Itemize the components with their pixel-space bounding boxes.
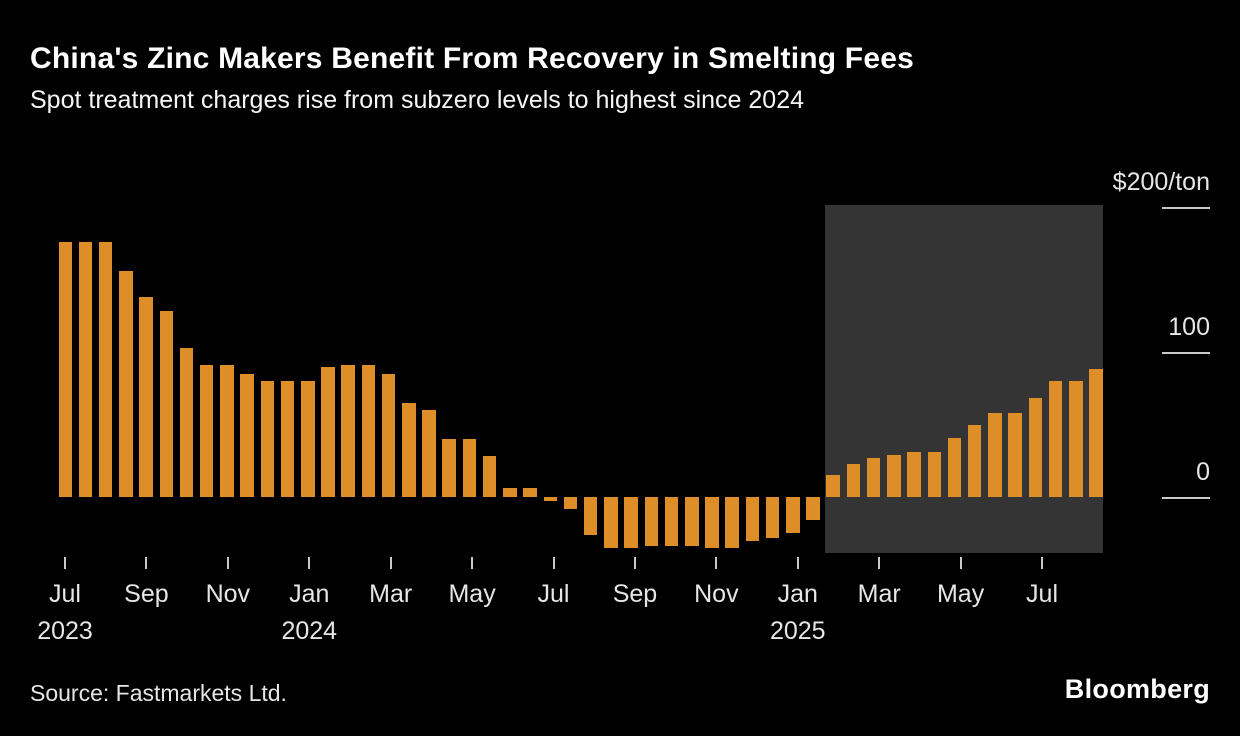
- bar-2024-07-01: [543, 497, 558, 502]
- x-axis-month-label-4: Mar: [369, 580, 413, 608]
- bloomberg-logo: Bloomberg: [1064, 674, 1210, 704]
- x-axis-month-label-9: Jan: [777, 580, 818, 608]
- x-axis-month-label-6: Jul: [537, 580, 570, 608]
- bar-2023-09-16: [159, 311, 174, 497]
- x-axis-tick-0: [64, 557, 66, 569]
- x-axis-tick-9: [796, 557, 799, 569]
- x-axis-tick-7: [633, 557, 636, 569]
- bar-2024-06-01: [503, 488, 517, 497]
- y-axis-tick-0: [1162, 497, 1210, 499]
- bar-2023-12-01: [260, 381, 275, 497]
- x-axis-tick-8: [715, 557, 718, 569]
- x-axis-tick-11: [959, 557, 962, 569]
- x-axis-tick-1: [145, 557, 148, 569]
- bar-2025-02-01: [826, 475, 840, 497]
- bar-2024-12-01: [745, 497, 760, 541]
- x-axis-month-label-2: Nov: [205, 580, 251, 608]
- x-axis-month-label-7: Sep: [612, 580, 658, 608]
- bar-2024-05-01: [462, 439, 477, 497]
- chart-subtitle: Spot treatment charges rise from subzero…: [30, 86, 805, 114]
- bar-2023-11-16: [240, 373, 254, 497]
- bar-2023-12-16: [280, 381, 295, 497]
- bar-2025-08-16: [1089, 369, 1103, 497]
- bar-2024-09-01: [624, 497, 638, 548]
- x-axis-tick-10: [878, 557, 881, 569]
- bar-2023-07-16: [78, 241, 93, 497]
- bar-2024-11-16: [725, 497, 739, 548]
- y-axis-label-100: 100: [1168, 313, 1210, 341]
- bar-2024-01-01: [301, 381, 315, 497]
- bar-2024-08-01: [583, 497, 598, 535]
- bar-2025-05-16: [967, 424, 982, 497]
- x-axis-month-label-11: May: [936, 580, 985, 608]
- source-note: Source: Fastmarkets Ltd.: [30, 680, 287, 706]
- x-axis-tick-2: [226, 557, 229, 569]
- bar-2025-03-16: [887, 454, 901, 497]
- y-axis-label-200: $200/ton: [1112, 168, 1210, 196]
- bar-2025-04-01: [907, 452, 921, 497]
- x-axis-month-label-8: Nov: [694, 580, 739, 608]
- bar-2023-08-01: [98, 241, 113, 497]
- bar-2025-08-01: [1069, 381, 1083, 497]
- y-axis-tick-100: [1162, 352, 1210, 354]
- x-axis-year-label-2025: 2025: [769, 617, 826, 645]
- x-axis-tick-3: [308, 557, 311, 569]
- highlight-region-2025: [824, 205, 1104, 553]
- bar-2025-06-16: [1008, 412, 1022, 497]
- bar-2025-07-01: [1028, 398, 1043, 497]
- bar-2024-02-16: [361, 365, 376, 497]
- bar-2024-10-01: [664, 497, 679, 547]
- bar-2024-01-16: [321, 366, 335, 497]
- bar-2024-11-01: [705, 497, 719, 548]
- bar-2024-05-16: [482, 456, 497, 497]
- x-axis-year-label-2024: 2024: [281, 617, 338, 645]
- page-title: China's Zinc Makers Benefit From Recover…: [30, 42, 914, 75]
- bar-2023-09-01: [139, 296, 153, 497]
- x-axis-tick-4: [389, 557, 392, 569]
- x-axis-year-label-2023: 2023: [37, 617, 93, 645]
- bar-2024-12-16: [765, 497, 780, 538]
- x-axis-tick-12: [1041, 557, 1044, 569]
- bar-2025-06-01: [988, 412, 1002, 497]
- bar-2025-02-16: [846, 463, 861, 497]
- x-axis-month-label-10: Mar: [857, 580, 901, 608]
- bar-2024-06-16: [523, 488, 537, 497]
- bar-2023-07-01: [58, 241, 72, 497]
- bar-2024-07-16: [563, 497, 578, 509]
- x-axis-month-label-3: Jan: [289, 580, 330, 608]
- bar-2024-02-01: [341, 365, 355, 497]
- bar-2024-09-16: [644, 497, 659, 547]
- bar-2023-11-01: [220, 365, 234, 497]
- bar-2025-05-01: [947, 437, 962, 497]
- bar-2025-03-01: [866, 457, 881, 497]
- x-axis-month-label-12: Jul: [1026, 580, 1059, 608]
- bar-2024-08-16: [604, 497, 618, 548]
- bar-2024-03-16: [402, 402, 416, 497]
- x-axis-month-label-5: May: [448, 580, 496, 608]
- bar-2025-04-16: [927, 452, 942, 497]
- x-axis-tick-6: [552, 557, 555, 569]
- bar-2025-01-16: [806, 497, 820, 521]
- x-axis-month-label-1: Sep: [124, 580, 169, 608]
- bar-2024-10-16: [685, 497, 699, 547]
- y-axis-label-0: 0: [1196, 458, 1210, 486]
- bar-2024-04-01: [422, 410, 436, 497]
- bar-2023-10-16: [199, 365, 214, 497]
- bar-2024-03-01: [381, 373, 396, 497]
- x-axis-tick-5: [471, 557, 474, 569]
- bar-2025-07-16: [1048, 381, 1063, 497]
- bar-2023-10-01: [179, 347, 194, 497]
- bar-2024-04-16: [442, 439, 456, 497]
- bar-2023-08-16: [119, 270, 133, 497]
- x-axis-month-label-0: Jul: [49, 580, 81, 608]
- y-axis-tick-200: [1162, 207, 1210, 209]
- bar-2025-01-01: [786, 497, 800, 534]
